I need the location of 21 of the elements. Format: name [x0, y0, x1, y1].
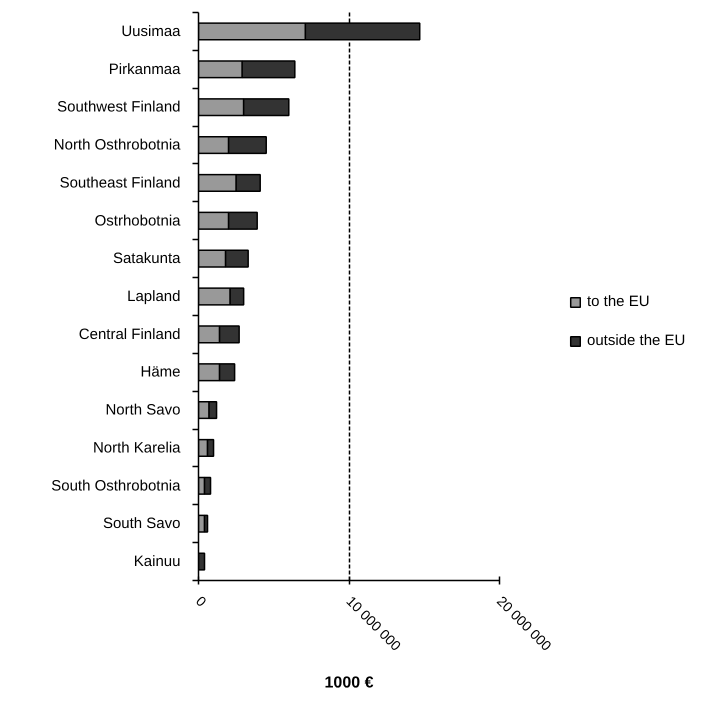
legend-label: to the EU	[587, 293, 650, 310]
y-tick-label: Central Finland	[78, 326, 180, 343]
y-tick-label: Ostrhobotnia	[94, 212, 182, 230]
x-axis-title: 1000 €	[324, 674, 374, 692]
y-tick-label: Häme	[140, 364, 181, 381]
x-tick-label: 10 000 000	[343, 592, 404, 654]
y-tick-label: Satakunta	[112, 250, 182, 268]
y-tick-label: North Osthrobotnia	[54, 136, 182, 154]
y-tick-label: Uusimaa	[121, 22, 182, 40]
y-tick-label: South Osthrobotnia	[51, 477, 182, 494]
y-tick-label: North Karelia	[92, 439, 182, 456]
y-tick-label: Southeast Finland	[60, 174, 181, 192]
y-tick-label: North Savo	[105, 402, 181, 419]
y-tick-label: Pirkanmaa	[108, 60, 182, 78]
y-tick-label: Southwest Finland	[57, 98, 180, 116]
x-tick-label: 20 000 000	[494, 592, 555, 654]
x-tick-label: 0	[192, 592, 210, 610]
y-tick-label: South Savo	[102, 515, 181, 532]
y-tick-label: Kainuu	[134, 553, 181, 570]
legend-label: outside the EU	[587, 332, 686, 349]
y-tick-label: Lapland	[127, 288, 181, 305]
